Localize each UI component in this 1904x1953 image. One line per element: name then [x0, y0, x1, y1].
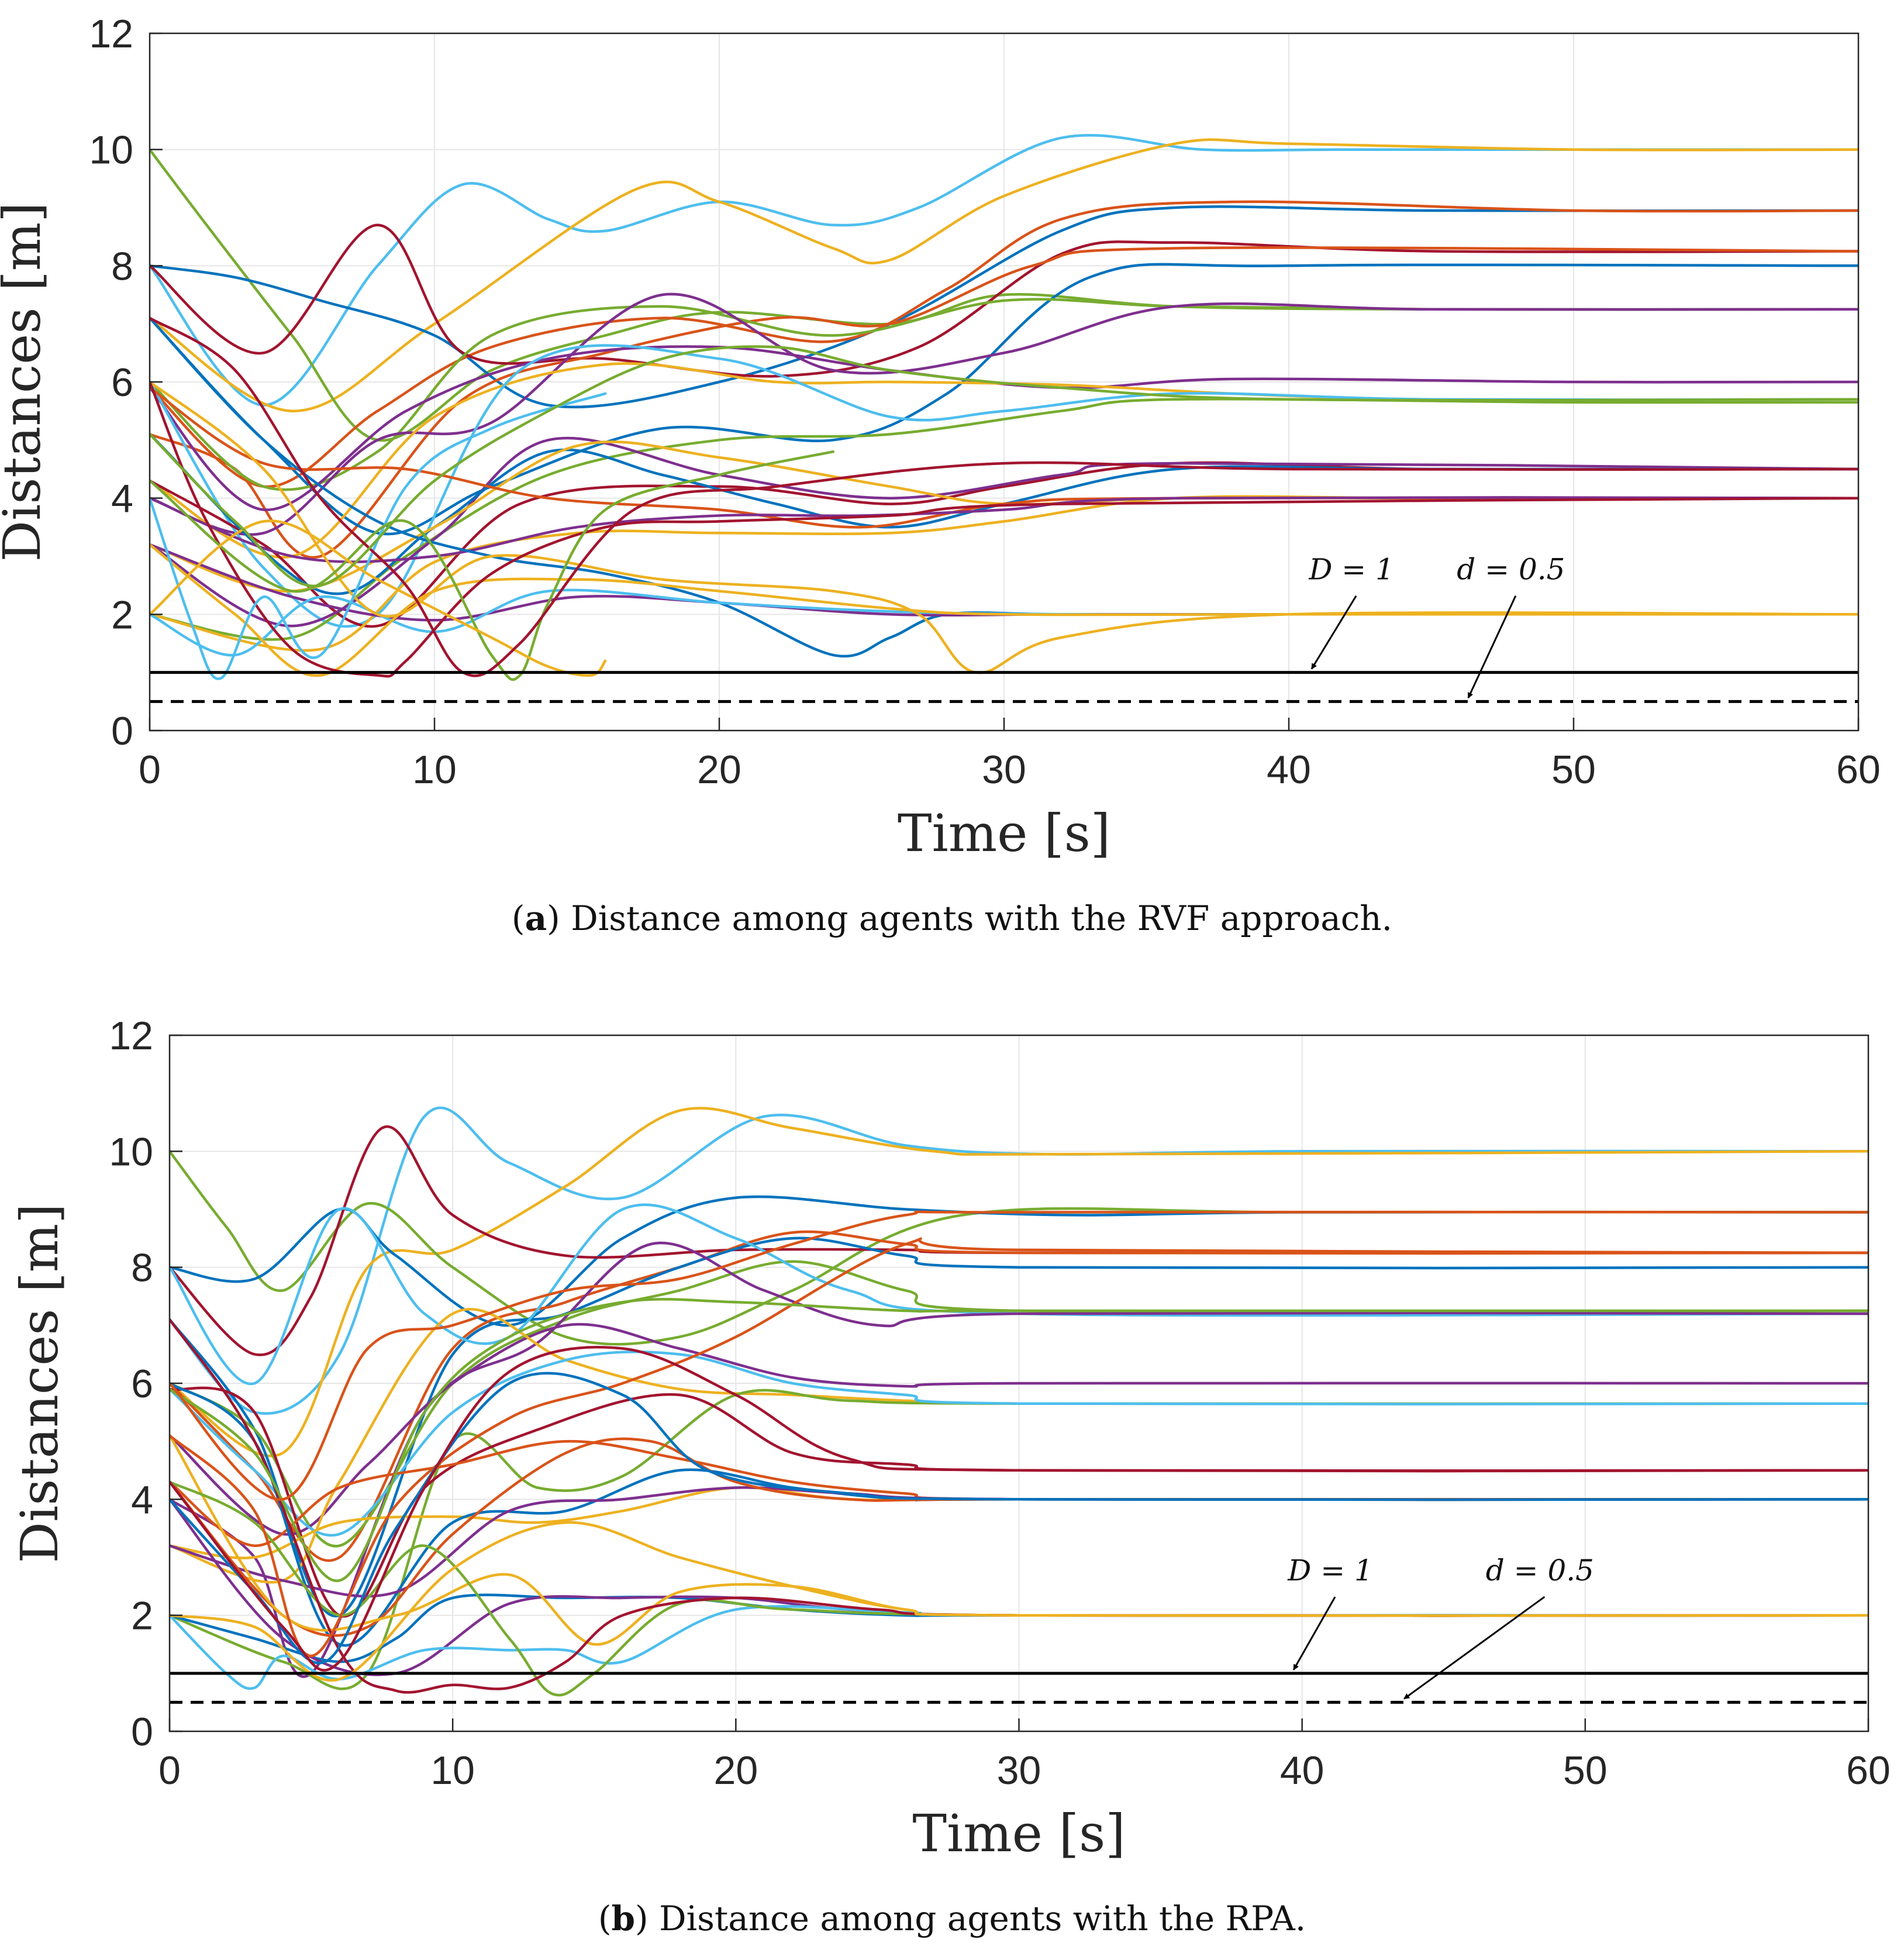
- annotations: D = 1 d = 0.5: [1287, 1554, 1594, 1700]
- x-axis-label: Time [s]: [912, 1803, 1125, 1864]
- reference-lines: [170, 1672, 1868, 1704]
- annotation-arrow: [1292, 1596, 1336, 1670]
- series-line-14: [170, 1351, 1868, 1537]
- y-tick-label: 2: [111, 593, 133, 637]
- caption-b-text: Distance among agents with the RPA.: [659, 1899, 1306, 1938]
- x-tick-label: 20: [697, 748, 741, 792]
- y-axis-label: Distances [m]: [9, 1204, 70, 1563]
- series-line-30: [170, 1346, 1868, 1672]
- annotation-label: d = 0.5: [1457, 553, 1565, 587]
- caption-a: (a) Distance among agents with the RVF a…: [512, 898, 1392, 938]
- series-line-28: [150, 392, 607, 680]
- annotation-arrow: [1467, 595, 1517, 699]
- series-line-30: [150, 519, 607, 677]
- series-line-11: [150, 345, 1858, 511]
- x-tick-label: 30: [997, 1748, 1041, 1793]
- y-tick-label: 6: [131, 1362, 153, 1406]
- x-tick-label: 60: [1846, 1748, 1891, 1793]
- tick-labels: 0 10 20 30 40 50 60 0 2 4 6 8 10 12: [89, 12, 1880, 792]
- series-line-32: [170, 1210, 1868, 1501]
- tick-labels: 0 10 20 30 40 50 60 0 2 4 6 8 10 12: [109, 1014, 1890, 1793]
- x-tick-label: 40: [1267, 748, 1311, 792]
- series-line-6: [150, 223, 1858, 378]
- series-line-29: [170, 1372, 1868, 1665]
- x-tick-label: 50: [1551, 748, 1596, 792]
- y-tick-label: 12: [109, 1014, 153, 1058]
- series-line-1: [150, 133, 1858, 407]
- x-tick-label: 10: [430, 1748, 475, 1793]
- series-line-16: [150, 436, 1858, 628]
- series-line-31: [170, 1297, 1868, 1582]
- annotation-arrow: [1403, 1596, 1546, 1700]
- series-line-26: [150, 543, 1858, 677]
- annotation-label: D = 1: [1287, 1554, 1373, 1587]
- annotations: D = 1 d = 0.5: [1308, 553, 1565, 699]
- y-tick-label: 4: [111, 477, 133, 521]
- annotation-label: D = 1: [1308, 553, 1394, 587]
- series-line-31: [150, 316, 1858, 677]
- x-tick-label: 60: [1836, 748, 1881, 792]
- y-tick-label: 4: [131, 1477, 153, 1522]
- series-line-7: [150, 246, 1858, 559]
- series-line-8: [150, 263, 1858, 536]
- x-tick-label: 0: [139, 748, 161, 792]
- x-axis-label: Time [s]: [898, 803, 1110, 863]
- caption-a-label: a: [525, 898, 547, 938]
- annotation-arrow: [1310, 595, 1357, 670]
- series-line-10: [170, 1241, 1868, 1678]
- series-line-10: [150, 292, 1858, 536]
- x-tick-label: 50: [1563, 1748, 1608, 1793]
- series-line-27: [170, 1521, 1868, 1682]
- x-tick-label: 20: [714, 1748, 758, 1793]
- y-tick-label: 2: [131, 1594, 153, 1638]
- x-tick-label: 40: [1280, 1748, 1324, 1793]
- series-group: [150, 133, 1858, 681]
- y-tick-label: 0: [131, 1710, 153, 1754]
- annotation-label: d = 0.5: [1486, 1554, 1594, 1587]
- series-line-32: [150, 345, 1858, 588]
- series-line-29: [150, 450, 835, 681]
- y-tick-label: 12: [89, 12, 133, 56]
- series-line-9: [170, 1203, 1868, 1386]
- caption-a-text: Distance among agents with the RVF appro…: [571, 898, 1392, 938]
- series-line-27: [150, 380, 1858, 678]
- series-line-1: [170, 1106, 1868, 1415]
- series-line-2: [150, 138, 1858, 412]
- reference-lines: [150, 671, 1858, 703]
- y-tick-label: 6: [111, 360, 133, 405]
- y-tick-label: 0: [111, 709, 133, 753]
- series-line-2: [170, 1107, 1868, 1458]
- x-tick-label: 0: [158, 1748, 181, 1793]
- y-tick-label: 10: [89, 128, 133, 173]
- y-tick-label: 8: [131, 1246, 153, 1290]
- y-tick-label: 8: [111, 244, 133, 288]
- series-line-11: [170, 1322, 1868, 1536]
- y-axis-label: Distances [m]: [0, 202, 52, 562]
- chart-panel-b: 0 10 20 30 40 50 60 0 2 4 6 8 10 12 D = 1 d = 0.5 Time…: [9, 1014, 1891, 1864]
- series-line-21: [150, 495, 1858, 563]
- y-tick-label: 10: [109, 1129, 153, 1174]
- chart-panel-a: 0 10 20 30 40 50 60 0 2 4 6 8 10 12 D = 1 d = 0.5 Time…: [0, 12, 1881, 863]
- caption-b-label: b: [611, 1899, 635, 1938]
- x-tick-label: 30: [982, 748, 1026, 792]
- series-line-4: [150, 205, 1858, 409]
- caption-b: (b) Distance among agents with the RPA.: [598, 1899, 1306, 1938]
- x-tick-label: 10: [412, 748, 457, 792]
